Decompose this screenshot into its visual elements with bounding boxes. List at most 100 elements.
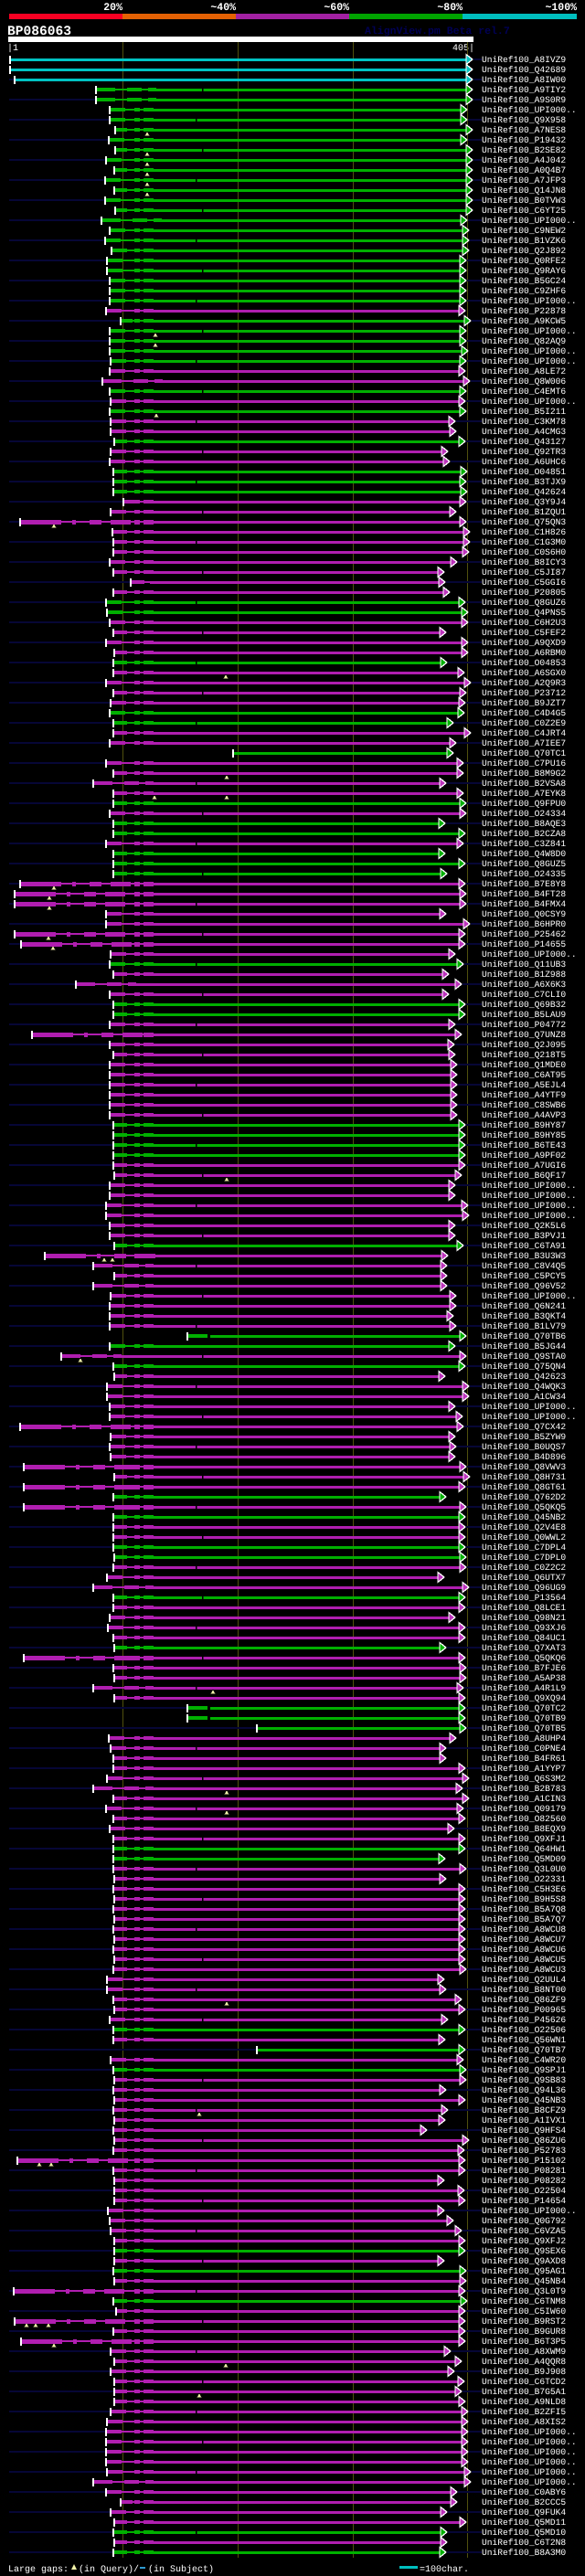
svg-text:UniRef100_C4WR20: UniRef100_C4WR20 [482,2055,566,2065]
svg-text:UniRef100_C7DPL4: UniRef100_C7DPL4 [482,1542,566,1553]
svg-text:UniRef100_Q218T5: UniRef100_Q218T5 [482,1050,566,1060]
svg-text:UniRef100_B9RST2: UniRef100_B9RST2 [482,2316,566,2327]
svg-text:UniRef100_Q9XFJ2: UniRef100_Q9XFJ2 [482,2236,566,2246]
svg-text:UniRef100_B8A3M0: UniRef100_B8A3M0 [482,2548,566,2558]
svg-text:UniRef100_Q94L36: UniRef100_Q94L36 [482,2085,566,2095]
svg-text:UniRef100_C5PCY5: UniRef100_C5PCY5 [482,1271,566,1281]
svg-text:UniRef100_A7EYK8: UniRef100_A7EYK8 [482,789,566,799]
svg-text:UniRef100_Q762D2: UniRef100_Q762D2 [482,1492,566,1502]
svg-text:UniRef100_A8WCU6: UniRef100_A8WCU6 [482,1945,566,1955]
svg-text:UniRef100_Q82AQ9: UniRef100_Q82AQ9 [482,336,566,346]
svg-text:UniRef100_Q95AG1: UniRef100_Q95AG1 [482,2266,566,2276]
svg-text:UniRef100_Q4W8D0: UniRef100_Q4W8D0 [482,849,566,859]
svg-text:UniRef100_Q45NB4: UniRef100_Q45NB4 [482,2276,566,2286]
svg-text:UniRef100_B7G5A1: UniRef100_B7G5A1 [482,2387,566,2397]
svg-text:(in Query)/: (in Query)/ [79,2564,139,2575]
svg-text:UniRef100_Q8W006: UniRef100_Q8W006 [482,376,566,387]
svg-text:UniRef100_Q96UG9: UniRef100_Q96UG9 [482,1583,566,1593]
svg-text:UniRef100_B4FR61: UniRef100_B4FR61 [482,1754,566,1764]
svg-text:UniRef100_Q96V52: UniRef100_Q96V52 [482,1281,566,1291]
svg-text:UniRef100_Q9XFJ1: UniRef100_Q9XFJ1 [482,1834,566,1844]
svg-text:UniRef100_A4QQR8: UniRef100_A4QQR8 [482,2357,566,2367]
svg-text:UniRef100_B9H5S8: UniRef100_B9H5S8 [482,1894,566,1904]
svg-text:UniRef100_B8NT00: UniRef100_B8NT00 [482,1985,566,1995]
svg-text:UniRef100_B1Z988: UniRef100_B1Z988 [482,970,566,980]
svg-text:UniRef100_Q9SPJ1: UniRef100_Q9SPJ1 [482,2065,566,2075]
svg-text:UniRef100_C7CLI0: UniRef100_C7CLI0 [482,990,566,1000]
svg-text:UniRef100_B9JZT7: UniRef100_B9JZT7 [482,698,566,708]
svg-text:UniRef100_B6T3P5: UniRef100_B6T3P5 [482,2337,566,2347]
svg-text:UniRef100_Q2J095: UniRef100_Q2J095 [482,1040,566,1050]
svg-text:UniRef100_C1H826: UniRef100_C1H826 [482,527,566,537]
svg-text:UniRef100_B7E8Y8: UniRef100_B7E8Y8 [482,879,566,889]
svg-text:UniRef100_Q6N241: UniRef100_Q6N241 [482,1301,566,1311]
svg-text:UniRef100_A9KCW5: UniRef100_A9KCW5 [482,316,566,326]
svg-text:UniRef100_UPI000..: UniRef100_UPI000.. [482,1201,577,1211]
svg-text:|1: |1 [7,43,18,54]
svg-text:UniRef100_B3PVJ1: UniRef100_B3PVJ1 [482,1231,566,1241]
svg-text:UniRef100_P00965: UniRef100_P00965 [482,2005,566,2015]
svg-text:UniRef100_A5AP38: UniRef100_A5AP38 [482,1673,566,1683]
svg-text:UniRef100_B7FJE6: UniRef100_B7FJE6 [482,1663,566,1673]
svg-text:UniRef100_Q5MD09: UniRef100_Q5MD09 [482,1854,566,1864]
svg-text:UniRef100_Q9AXD8: UniRef100_Q9AXD8 [482,2256,566,2266]
svg-text:UniRef100_Q8GUZ5: UniRef100_Q8GUZ5 [482,859,566,869]
svg-text:UniRef100_Q09179: UniRef100_Q09179 [482,1804,566,1814]
svg-text:UniRef100_Q9X958: UniRef100_Q9X958 [482,115,566,125]
svg-text:UniRef100_A0Q4B7: UniRef100_A0Q4B7 [482,165,566,175]
svg-text:UniRef100_Q7XAT3: UniRef100_Q7XAT3 [482,1643,566,1653]
svg-text:UniRef100_Q8GT61: UniRef100_Q8GT61 [482,1482,566,1492]
svg-text:UniRef100_UPI000..: UniRef100_UPI000.. [482,1191,577,1201]
svg-text:~80%: ~80% [437,2,463,14]
svg-text:UniRef100_B2VSA8: UniRef100_B2VSA8 [482,779,566,789]
svg-text:UniRef100_A4YTF9: UniRef100_A4YTF9 [482,1090,566,1100]
svg-text:UniRef100_B2CZA8: UniRef100_B2CZA8 [482,829,566,839]
svg-text:UniRef100_C4JRT4: UniRef100_C4JRT4 [482,728,566,738]
svg-text:UniRef100_A6RBM0: UniRef100_A6RBM0 [482,648,566,658]
svg-text:UniRef100_C3KM78: UniRef100_C3KM78 [482,417,566,427]
svg-text:UniRef100_B8ICY3: UniRef100_B8ICY3 [482,557,566,567]
svg-text:UniRef100_C5FEF2: UniRef100_C5FEF2 [482,628,566,638]
svg-text:=100char.: =100char. [420,2564,469,2575]
svg-text:UniRef100_A9PF02: UniRef100_A9PF02 [482,1150,566,1161]
svg-text:Large gaps:: Large gaps: [8,2565,69,2575]
svg-text:UniRef100_UPI000..: UniRef100_UPI000.. [482,2467,577,2477]
svg-text:UniRef100_C6VZA5: UniRef100_C6VZA5 [482,2226,566,2236]
svg-text:UniRef100_UPI000..: UniRef100_UPI000.. [482,1181,577,1191]
svg-text:UniRef100_Q9RAY6: UniRef100_Q9RAY6 [482,266,566,276]
svg-text:UniRef100_Q0WWL2: UniRef100_Q0WWL2 [482,1532,566,1542]
svg-text:UniRef100_B3TJX9: UniRef100_B3TJX9 [482,477,566,487]
svg-text:UniRef100_C6TCD2: UniRef100_C6TCD2 [482,2377,566,2387]
svg-text:UniRef100_A8XIS2: UniRef100_A8XIS2 [482,2417,566,2427]
svg-text:UniRef100_UPI000..: UniRef100_UPI000.. [482,1211,577,1221]
svg-text:UniRef100_C6TNM8: UniRef100_C6TNM8 [482,2296,566,2306]
svg-text:(in Subject): (in Subject) [148,2564,214,2575]
svg-text:UniRef100_A2Q9R3: UniRef100_A2Q9R3 [482,678,566,688]
svg-text:UniRef100_C8SWB6: UniRef100_C8SWB6 [482,1100,566,1110]
svg-text:UniRef100_C0S6H0: UniRef100_C0S6H0 [482,547,566,557]
svg-text:UniRef100_UPI000..: UniRef100_UPI000.. [482,1412,577,1422]
svg-text:UniRef100_B4FMX4: UniRef100_B4FMX4 [482,899,566,909]
svg-text:UniRef100_Q0RFE2: UniRef100_Q0RFE2 [482,256,566,266]
svg-text:UniRef100_A4R1L9: UniRef100_A4R1L9 [482,1683,566,1693]
svg-text:UniRef100_C9NEW2: UniRef100_C9NEW2 [482,226,566,236]
svg-text:UniRef100_A9NLD8: UniRef100_A9NLD8 [482,2397,566,2407]
svg-text:UniRef100_B8M9G2: UniRef100_B8M9G2 [482,769,566,779]
svg-text:UniRef100_O04851: UniRef100_O04851 [482,467,566,477]
svg-text:UniRef100_Q8VWV3: UniRef100_Q8VWV3 [482,1462,566,1472]
svg-text:UniRef100_C8V4Q5: UniRef100_C8V4Q5 [482,1261,566,1271]
svg-text:UniRef100_O82560: UniRef100_O82560 [482,1814,566,1824]
svg-text:UniRef100_Q84UC1: UniRef100_Q84UC1 [482,1633,566,1643]
svg-text:UniRef100_UPI000..: UniRef100_UPI000.. [482,397,577,407]
svg-text:UniRef100_B5GC24: UniRef100_B5GC24 [482,276,566,286]
svg-text:UniRef100_A1YYP7: UniRef100_A1YYP7 [482,1764,566,1774]
svg-text:UniRef100_C4EMT6: UniRef100_C4EMT6 [482,387,566,397]
svg-text:UniRef100_A6UHC6: UniRef100_A6UHC6 [482,457,566,467]
svg-text:UniRef100_Q6S3M2: UniRef100_Q6S3M2 [482,1774,566,1784]
svg-text:UniRef100_O24334: UniRef100_O24334 [482,809,566,819]
svg-text:UniRef100_B9HY85: UniRef100_B9HY85 [482,1130,566,1140]
svg-text:AlignView.pm Beta rel.7: AlignView.pm Beta rel.7 [365,26,510,37]
svg-text:UniRef100_C6H2U3: UniRef100_C6H2U3 [482,618,566,628]
svg-text:UniRef100_Q11UB3: UniRef100_Q11UB3 [482,959,566,970]
svg-text:UniRef100_Q64HW1: UniRef100_Q64HW1 [482,1844,566,1854]
